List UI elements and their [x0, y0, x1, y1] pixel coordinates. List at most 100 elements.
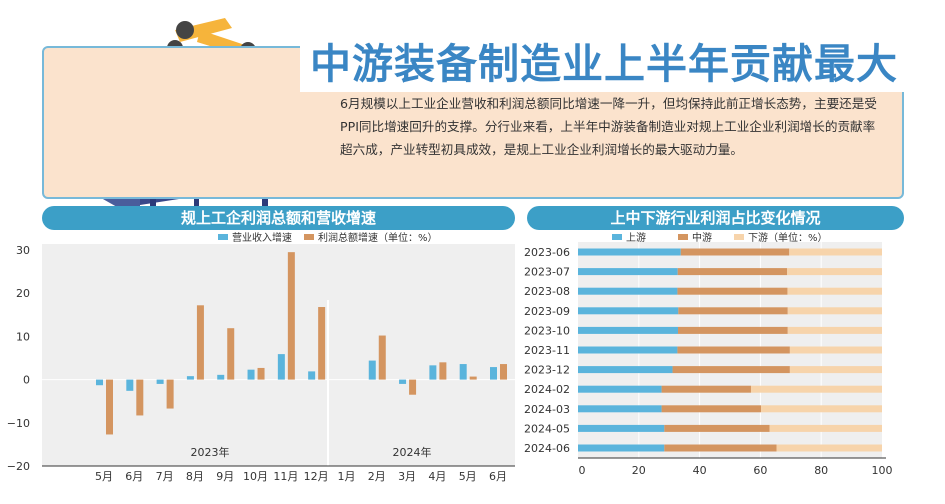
revenue-bar [156, 379, 164, 384]
stacked-bar-segment [578, 424, 665, 432]
x-tick-label: 4月 [428, 470, 446, 483]
revenue-bar [247, 369, 255, 380]
y-tick-label: 2023-07 [524, 266, 570, 279]
stacked-bar-segment [677, 346, 790, 354]
stacked-bar-segment [578, 366, 673, 374]
y-tick-label: 2023-06 [524, 246, 570, 259]
profit-bar [136, 379, 144, 416]
x-tick-label: 80 [814, 464, 828, 477]
x-tick-label: 60 [753, 464, 767, 477]
profit-bar [106, 379, 113, 435]
profit-bar [227, 328, 235, 380]
stacked-bar-segment [664, 444, 777, 452]
profit-bar [439, 362, 447, 380]
legend-label: 上游 [626, 231, 646, 244]
x-tick-label: 5月 [95, 470, 113, 483]
profit-bar [196, 305, 204, 380]
stacked-bar-segment [789, 366, 882, 374]
revenue-bar [459, 364, 467, 380]
stacked-bar-segment [578, 287, 678, 295]
revenue-bar [126, 379, 134, 391]
x-tick-label: 100 [872, 464, 893, 477]
stacked-bar-segment [672, 366, 790, 374]
stacked-bar-segment [769, 424, 882, 432]
y-tick-label: 2024-05 [524, 422, 570, 435]
profit-bar [409, 379, 417, 395]
stacked-bar-segment [578, 444, 665, 452]
stacked-bar-segment [678, 326, 788, 334]
stacked-bar-segment [661, 385, 751, 393]
stacked-bar-segment [776, 444, 882, 452]
y-tick-label: 2024-03 [524, 403, 570, 416]
legend-swatch [734, 234, 744, 240]
legend-label-revenue: 营业收入增速 [232, 231, 292, 244]
stacked-bar-segment [677, 287, 788, 295]
y-tick-label: 2024-06 [524, 442, 570, 455]
stacked-bar-segment [789, 248, 882, 256]
legend-swatch-profit [304, 234, 314, 240]
stacked-bar-segment [661, 405, 762, 413]
stacked-bar-segment [761, 405, 882, 413]
stacked-bar-segment [664, 424, 770, 432]
y-tick-label: 2023-11 [524, 344, 570, 357]
profit-bar [257, 367, 265, 380]
profit-bar [500, 364, 507, 380]
y-tick-label: 2023-12 [524, 364, 570, 377]
stacked-bar-segment [787, 326, 882, 334]
stacked-bar-segment [677, 268, 788, 276]
profit-bar [378, 335, 386, 380]
y-tick-label: 2023-10 [524, 324, 570, 337]
revenue-bar [490, 367, 497, 380]
legend-label: 下游（单位：%） [748, 231, 828, 244]
x-tick-label: 1月 [337, 470, 355, 483]
x-tick-label: 2月 [368, 470, 386, 483]
stacked-bar-segment [678, 307, 788, 315]
legend-label-profit: 利润总额增速（单位：%） [318, 231, 438, 244]
revenue-bar [429, 365, 437, 380]
legend-swatch [678, 234, 688, 240]
stacked-bar-segment [750, 385, 882, 393]
x-tick-label: 6月 [125, 470, 143, 483]
industry-share-stacked-chart: 上游 中游 下游（单位：%） 2023-06 2023-07 2023-08 2023-09… [524, 231, 893, 477]
x-tick-label: 20 [632, 464, 646, 477]
year-label-2023: 2023年 [191, 445, 230, 459]
x-tick-label: 3月 [398, 470, 416, 483]
x-tick-label: 0 [579, 464, 586, 477]
y-tick-label: 10 [16, 330, 30, 343]
revenue-bar [277, 354, 285, 380]
revenue-bar [96, 379, 103, 386]
revenue-bar [308, 371, 316, 380]
stacked-bar-segment [787, 268, 882, 276]
stacked-bar-segment [787, 287, 882, 295]
stacked-bar-segment [680, 248, 790, 256]
stacked-bar-segment [578, 385, 662, 393]
stacked-bar-segment [578, 307, 679, 315]
y-tick-label: 30 [16, 244, 30, 257]
stacked-bar-segment [578, 326, 679, 334]
y-tick-label: −10 [7, 417, 30, 430]
x-tick-label: 11月 [273, 470, 298, 483]
profit-bar [287, 252, 295, 380]
profit-bar [166, 379, 174, 409]
x-tick-label: 6月 [489, 470, 507, 483]
stacked-bar-segment [787, 307, 882, 315]
revenue-bar [217, 374, 225, 380]
revenue-bar [399, 379, 407, 384]
legend-label: 中游 [692, 231, 712, 244]
x-tick-label: 7月 [156, 470, 174, 483]
x-tick-label: 40 [693, 464, 707, 477]
stacked-bar-segment [578, 405, 662, 413]
y-tick-label: 20 [16, 287, 30, 300]
profit-bar [469, 376, 477, 380]
x-tick-label: 8月 [186, 470, 204, 483]
x-tick-label: 5月 [459, 470, 477, 483]
revenue-bar [368, 360, 376, 380]
x-tick-label: 10月 [243, 470, 268, 483]
y-tick-label: 2024-02 [524, 383, 570, 396]
right-chart-title: 上中下游行业利润占比变化情况 [527, 206, 904, 230]
stacked-bar-segment [789, 346, 882, 354]
page-title: 中游装备制造业上半年贡献最大 [300, 36, 908, 92]
profit-revenue-bar-chart: 30 20 10 0 −10 −20 营业收入增速 利润总额增速（单位：%） 5月 6月 7月 8月 9… [7, 231, 515, 483]
y-tick-label: −20 [7, 460, 30, 473]
year-label-2024: 2024年 [393, 445, 432, 459]
